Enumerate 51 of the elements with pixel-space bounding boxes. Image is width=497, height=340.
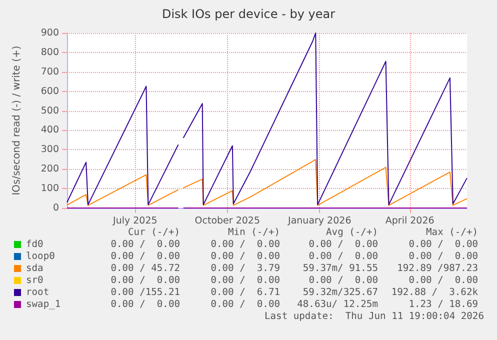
y-tick-label: 800 xyxy=(40,46,59,58)
legend-label: swap_1 xyxy=(26,299,61,311)
y-tick-label: 300 xyxy=(40,144,59,156)
legend-label: root xyxy=(26,287,50,299)
text: 0.00 / 0.00 xyxy=(210,299,280,311)
x-tick-label: April 2026 xyxy=(385,216,434,226)
x-tick-label: October 2025 xyxy=(194,216,260,226)
text: 0.00 /155.21 xyxy=(110,287,180,299)
legend-label: loop0 xyxy=(26,251,55,263)
text: 0.00 / 0.00 xyxy=(210,251,280,263)
y-tick-label: 900 xyxy=(40,28,59,38)
text: Max (-/+) xyxy=(426,227,478,239)
text: 0.00 / 0.00 xyxy=(110,275,180,287)
y-tick-label: 500 xyxy=(40,105,59,116)
y-tick-label: 400 xyxy=(40,124,59,136)
text: 192.88 / 3.62k xyxy=(391,287,478,299)
text: 0.00 / 0.00 xyxy=(408,251,478,263)
y-tick-label: 0 xyxy=(52,202,59,214)
y-axis-title: IOs/second read (-) / write (+) xyxy=(12,46,22,196)
text: 0.00 / 0.00 xyxy=(408,275,478,287)
chart-title: Disk IOs per device - by year xyxy=(162,7,336,21)
y-tick-label: 600 xyxy=(40,86,59,97)
text: 0.00 / 0.00 xyxy=(308,251,378,263)
text: 1.23 / 18.69 xyxy=(408,299,478,311)
text: 0.00 / 0.00 xyxy=(110,239,180,251)
text: Last update: Thu Jun 11 19:00:04 2026 xyxy=(264,311,484,323)
text: 0.00 / 6.71 xyxy=(210,287,280,299)
text: Cur (-/+) xyxy=(128,227,180,239)
text: 0.00 / 0.00 xyxy=(308,239,378,251)
x-tick-label: July 2025 xyxy=(112,216,158,226)
text: 0.00 / 0.00 xyxy=(210,275,280,287)
text: 0.00 / 3.79 xyxy=(210,263,280,275)
text: 0.00 / 0.00 xyxy=(408,239,478,251)
legend-label: sda xyxy=(26,263,44,275)
text: 0.00 / 0.00 xyxy=(308,275,378,287)
x-tick-label: January 2026 xyxy=(287,216,352,226)
text: 0.00 / 0.00 xyxy=(110,251,180,263)
text: 0.00 / 0.00 xyxy=(210,239,280,251)
y-tick-label: 200 xyxy=(40,164,59,175)
text: Min (-/+) xyxy=(228,227,280,239)
text: Avg (-/+) xyxy=(326,227,378,239)
y-tick-label: 700 xyxy=(40,66,59,78)
text: 59.32m/325.67 xyxy=(302,287,378,299)
text: 0.00 / 0.00 xyxy=(110,299,180,311)
y-tick-label: 100 xyxy=(40,183,59,194)
text: 59.37m/ 91.55 xyxy=(302,263,378,275)
text: 48.63u/ 12.25m xyxy=(297,299,378,311)
text: 0.00 / 45.72 xyxy=(110,263,180,275)
legend-label: fd0 xyxy=(26,239,44,251)
legend-label: sr0 xyxy=(26,275,44,287)
text: 192.89 /987.23 xyxy=(397,263,478,275)
